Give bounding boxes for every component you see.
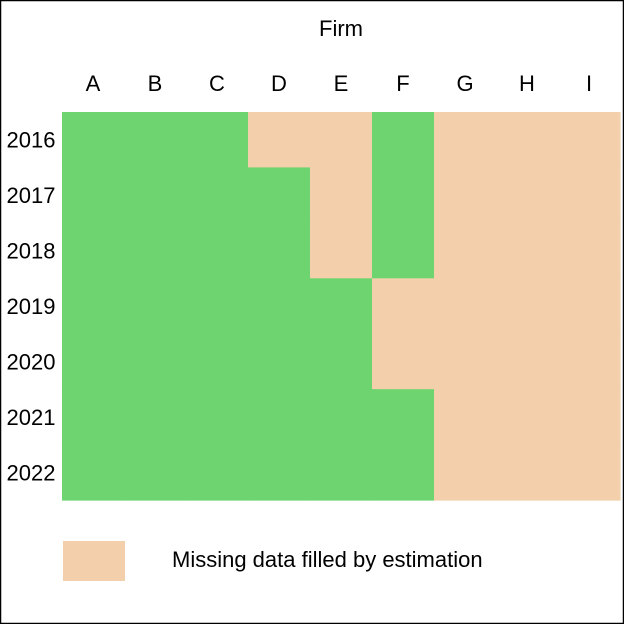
heatmap-cell-observed [186,333,249,390]
heatmap-cell-estimated [434,389,497,446]
heatmap-cell-observed [372,389,435,446]
heatmap-cell-observed [62,112,125,169]
heatmap-cell-observed [248,444,311,501]
heatmap-cell-observed [62,444,125,501]
heatmap-cell-observed [62,167,125,224]
heatmap-cell-estimated [558,333,621,390]
y-tick-label: 2022 [7,460,56,485]
heatmap-cells [62,112,621,501]
heatmap-cell-estimated [496,222,559,279]
heatmap-cell-observed [124,222,187,279]
x-tick-label: H [519,71,535,96]
x-tick-label: C [209,71,225,96]
heatmap-cell-estimated [496,112,559,169]
heatmap-cell-estimated [496,444,559,501]
heatmap-cell-observed [62,333,125,390]
heatmap-cell-estimated [434,444,497,501]
heatmap-cell-observed [310,333,373,390]
heatmap-cell-observed [124,278,187,335]
heatmap-cell-observed [186,444,249,501]
heatmap-cell-observed [62,278,125,335]
heatmap-cell-observed [124,333,187,390]
heatmap-cell-observed [372,444,435,501]
y-tick-label: 2018 [7,239,56,264]
heatmap-cell-observed [186,222,249,279]
heatmap-cell-observed [310,278,373,335]
heatmap-cell-observed [124,112,187,169]
legend-swatch [63,541,125,581]
heatmap-cell-observed [248,222,311,279]
y-tick-label: 2019 [7,294,56,319]
heatmap-cell-estimated [248,112,311,169]
heatmap-cell-observed [62,389,125,446]
heatmap-cell-estimated [434,222,497,279]
heatmap-cell-estimated [496,278,559,335]
legend-label: Missing data filled by estimation [172,547,483,572]
x-tick-label: F [396,71,409,96]
y-tick-label: 2016 [7,128,56,153]
heatmap-cell-observed [124,389,187,446]
y-tick-label: 2017 [7,183,56,208]
heatmap-cell-observed [248,278,311,335]
y-tick-label: 2021 [7,405,56,430]
heatmap-cell-observed [186,167,249,224]
heatmap-cell-estimated [310,167,373,224]
heatmap-cell-observed [310,444,373,501]
x-tick-label: G [456,71,473,96]
heatmap-cell-estimated [496,389,559,446]
heatmap-cell-observed [124,444,187,501]
heatmap-cell-estimated [558,278,621,335]
heatmap-cell-estimated [434,167,497,224]
heatmap-cell-estimated [434,112,497,169]
y-tick-label: 2020 [7,349,56,374]
heatmap-cell-observed [372,112,435,169]
heatmap-cell-estimated [496,333,559,390]
heatmap-cell-estimated [310,222,373,279]
heatmap-cell-estimated [310,112,373,169]
heatmap-cell-observed [186,389,249,446]
heatmap-cell-estimated [558,112,621,169]
heatmap-cell-observed [310,389,373,446]
legend: Missing data filled by estimation [63,541,483,581]
heatmap-cell-estimated [372,278,435,335]
heatmap-cell-observed [186,112,249,169]
x-tick-label: A [86,71,101,96]
heatmap-cell-observed [248,389,311,446]
heatmap-cell-estimated [558,222,621,279]
heatmap-cell-observed [248,333,311,390]
x-tick-label: I [586,71,592,96]
x-tick-label: E [334,71,349,96]
heatmap-cell-observed [62,222,125,279]
y-tick-labels: 2016 2017 2018 2019 2020 2021 2022 [7,128,56,486]
heatmap-cell-estimated [496,167,559,224]
heatmap-cell-observed [372,167,435,224]
heatmap-cell-observed [372,222,435,279]
heatmap-cell-estimated [558,167,621,224]
heatmap-cell-estimated [434,278,497,335]
x-tick-label: B [148,71,163,96]
x-axis-title: Firm [319,16,363,41]
x-tick-labels: A B C D E F G H I [86,71,592,96]
heatmap-cell-estimated [372,333,435,390]
heatmap-cell-observed [248,167,311,224]
x-tick-label: D [271,71,287,96]
heatmap-cell-observed [124,167,187,224]
heatmap-cell-estimated [558,444,621,501]
heatmap-cell-estimated [558,389,621,446]
heatmap-cell-estimated [434,333,497,390]
heatmap-cell-observed [186,278,249,335]
